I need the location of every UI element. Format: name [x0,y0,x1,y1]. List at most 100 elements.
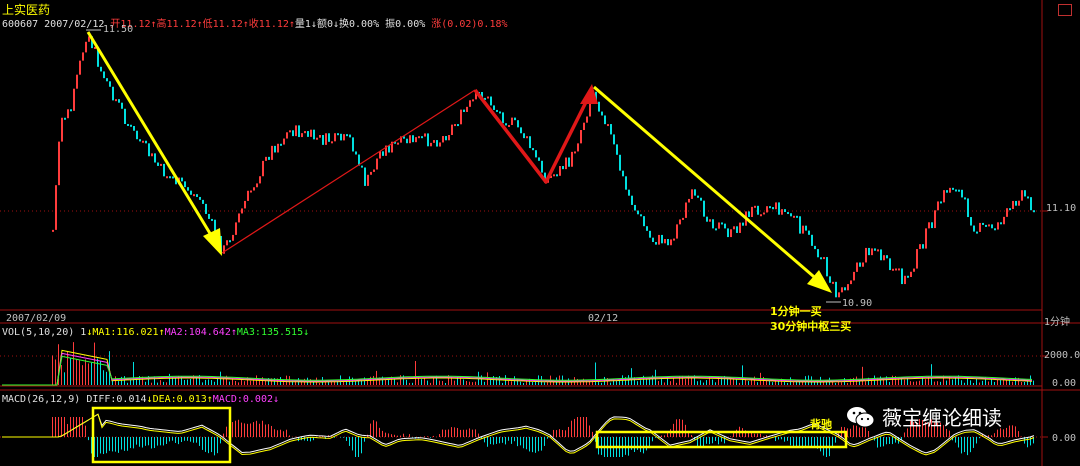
macd-bar [220,437,221,444]
macd-bar [370,423,371,437]
candle [1021,190,1023,201]
volume-bar [640,380,641,385]
macd-bar [793,437,794,446]
macd-bar [268,424,269,437]
macd-bar [97,437,98,457]
macd-bar [799,437,800,448]
candle [919,244,921,250]
volume-bar [1024,381,1025,385]
volume-bar [712,379,713,385]
volume-bar [457,377,458,385]
candle [169,176,171,179]
candle [976,231,978,234]
candle [472,99,474,102]
macd-bar [157,437,158,446]
date-axis-left: 2007/02/09 [6,313,67,324]
candle [271,145,273,160]
volume-bar [79,360,80,385]
volume-bar [814,381,815,385]
candle [415,137,417,143]
macd-bar [442,429,443,437]
candle [1003,216,1005,225]
candle [541,160,543,173]
macd-bar [709,437,710,445]
macd-indicator-bar: MACD(26,12,9) DIFF:0.014↓DEA:0.013↑MACD:… [2,394,280,405]
volume-bar [730,377,731,385]
macd-bar [568,426,569,437]
candle [619,154,621,171]
volume-bar [697,381,698,385]
volume-bar [226,375,227,385]
volume-bar [880,376,881,385]
macd-highlight-box-2 [595,430,848,449]
candle [820,257,822,260]
candle [535,150,537,158]
candle [106,78,108,82]
candle [166,176,168,179]
window-restore-icon[interactable] [1058,4,1072,16]
price-axis-label: 11.10 [1046,203,1077,214]
volume-bar [181,376,182,385]
candle [514,117,516,121]
candle [931,222,933,229]
candle [175,178,177,185]
volume-bar [943,375,944,385]
macd-bar [187,437,188,441]
volume-bar [637,381,638,385]
volume-bar [184,379,185,385]
volume-bar [466,380,467,385]
candle [679,219,681,225]
candle [238,213,240,223]
macd-bar [382,430,383,437]
volume-bar [409,382,410,385]
candle [577,143,579,152]
volume-bar [169,373,170,385]
macd-bar [67,423,68,437]
volume-bar [520,381,521,385]
candle [994,228,996,231]
candle [760,214,762,217]
volume-bar [823,382,824,385]
volume-bar [427,380,428,385]
candle [247,190,249,201]
volume-bar [802,381,803,385]
volume-bar [1006,380,1007,385]
candle [526,136,528,139]
candle [640,214,642,217]
volume-bar [919,380,920,385]
candle [148,143,150,157]
macd-bar [439,434,440,437]
volume-bar [142,376,143,385]
macd-bar [163,437,164,446]
stroke-zigzag [473,88,594,184]
candle [607,124,609,127]
candle [160,163,162,166]
macd-bar [322,436,323,437]
volume-bar [976,378,977,385]
macd-bar [880,437,881,447]
volume-bar [631,368,632,385]
volume-bar [187,379,188,385]
macd-bar [640,437,641,453]
volume-bar [232,378,233,385]
period-selector[interactable]: 1分钟 [1044,317,1071,328]
macd-bar [562,429,563,437]
volume-bar [961,380,962,385]
volume-bar [544,382,545,385]
macd-bar [964,437,965,453]
candle [133,126,135,131]
macd-bar [73,417,74,437]
candle [445,136,447,141]
volume-bar [484,381,485,385]
candle [451,124,453,136]
candle [856,262,858,272]
macd-bar [352,437,353,451]
volume-bar [430,382,431,385]
candle [262,160,264,177]
candle [211,218,213,221]
candle [232,234,234,241]
candle [115,99,117,102]
macd-bar [1015,426,1016,437]
candle [244,200,246,209]
